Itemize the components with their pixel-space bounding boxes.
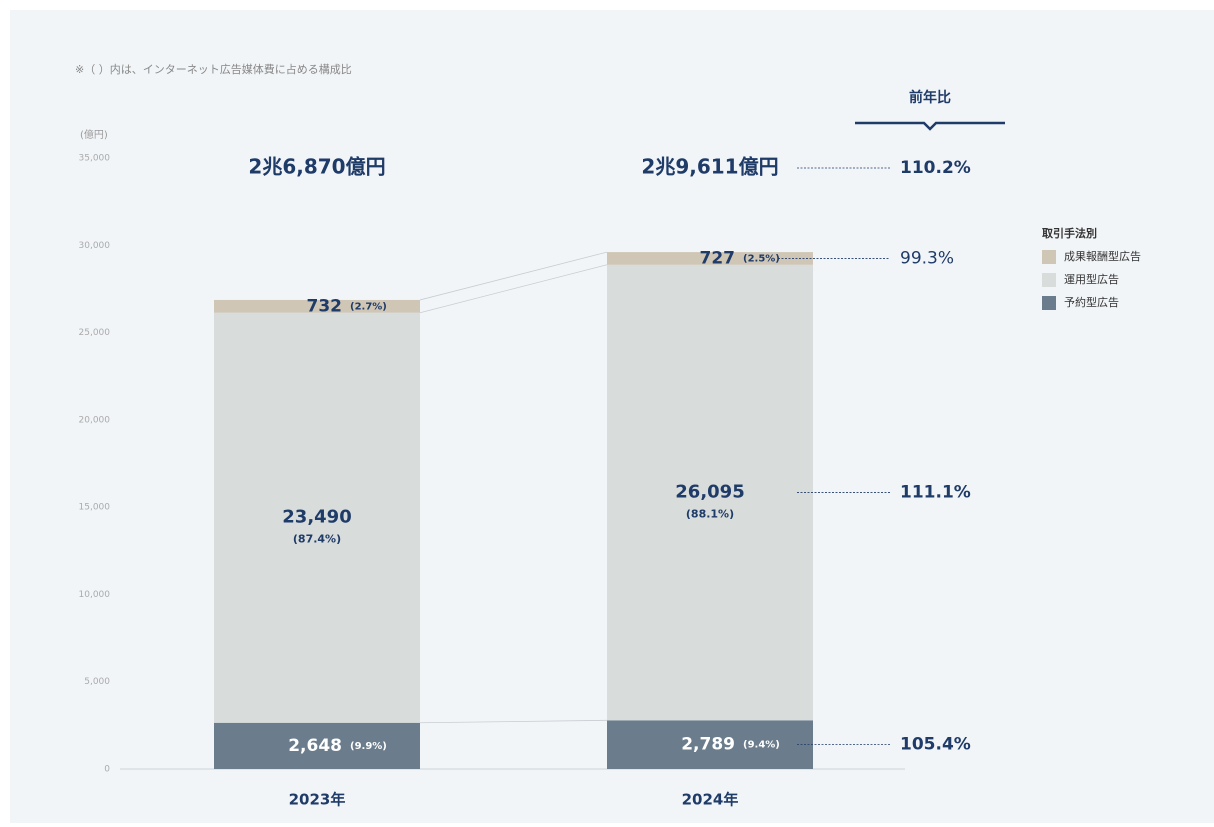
- value-label: 2,789: [681, 735, 735, 755]
- legend-label: 運用型広告: [1064, 272, 1119, 286]
- yoy-underline: [855, 121, 1005, 131]
- yoy-label: 110.2%: [900, 158, 971, 178]
- y-tick-label: 20,000: [79, 415, 111, 425]
- bar-segment: [214, 299, 420, 313]
- share-label: (2.5%): [743, 253, 780, 264]
- legend-swatch: [1042, 250, 1056, 264]
- connector: [419, 251, 608, 301]
- value-label: 2,648: [288, 736, 342, 756]
- bar-segment: [607, 252, 813, 265]
- y-tick-label: 15,000: [79, 503, 111, 513]
- legend-label: 予約型広告: [1064, 295, 1119, 309]
- share-label: (9.9%): [350, 741, 387, 752]
- connector: [419, 719, 608, 724]
- share-label: (88.1%): [686, 508, 734, 521]
- yoy-title: 前年比: [909, 89, 951, 106]
- y-tick-label: 25,000: [79, 328, 111, 338]
- y-tick-label: 30,000: [79, 241, 111, 251]
- yoy-label: 99.3%: [900, 248, 954, 268]
- legend-swatch: [1042, 296, 1056, 310]
- total-label: 2兆9,611億円: [641, 155, 778, 179]
- legend-title: 取引手法別: [1042, 226, 1097, 240]
- value-label: 23,490: [282, 507, 351, 528]
- legend-swatch: [1042, 273, 1056, 287]
- y-tick-label: 5,000: [84, 677, 110, 687]
- share-label: (2.7%): [350, 301, 387, 312]
- y-tick-label: 10,000: [79, 590, 111, 600]
- note: ※（ ）内は、インターネット広告媒体費に占める構成比: [75, 62, 352, 76]
- y-unit: (億円): [80, 128, 108, 141]
- value-label: 732: [307, 296, 343, 316]
- yoy-label: 111.1%: [900, 483, 971, 503]
- legend-label: 成果報酬型広告: [1064, 249, 1141, 263]
- bar-segment: [607, 720, 813, 769]
- value-label: 727: [700, 248, 736, 268]
- value-label: 26,095: [675, 482, 744, 503]
- share-label: (9.4%): [743, 740, 780, 751]
- total-label: 2兆6,870億円: [248, 155, 385, 179]
- connector: [419, 264, 608, 314]
- y-tick-label: 0: [104, 765, 110, 775]
- bar-segment: [214, 312, 420, 723]
- yoy-label: 105.4%: [900, 735, 971, 755]
- x-tick-label: 2024年: [682, 791, 739, 809]
- bar-segment: [607, 264, 813, 721]
- x-tick-label: 2023年: [289, 791, 346, 809]
- share-label: (87.4%): [293, 533, 341, 546]
- y-tick-label: 35,000: [79, 154, 111, 164]
- bar-segment: [214, 722, 420, 769]
